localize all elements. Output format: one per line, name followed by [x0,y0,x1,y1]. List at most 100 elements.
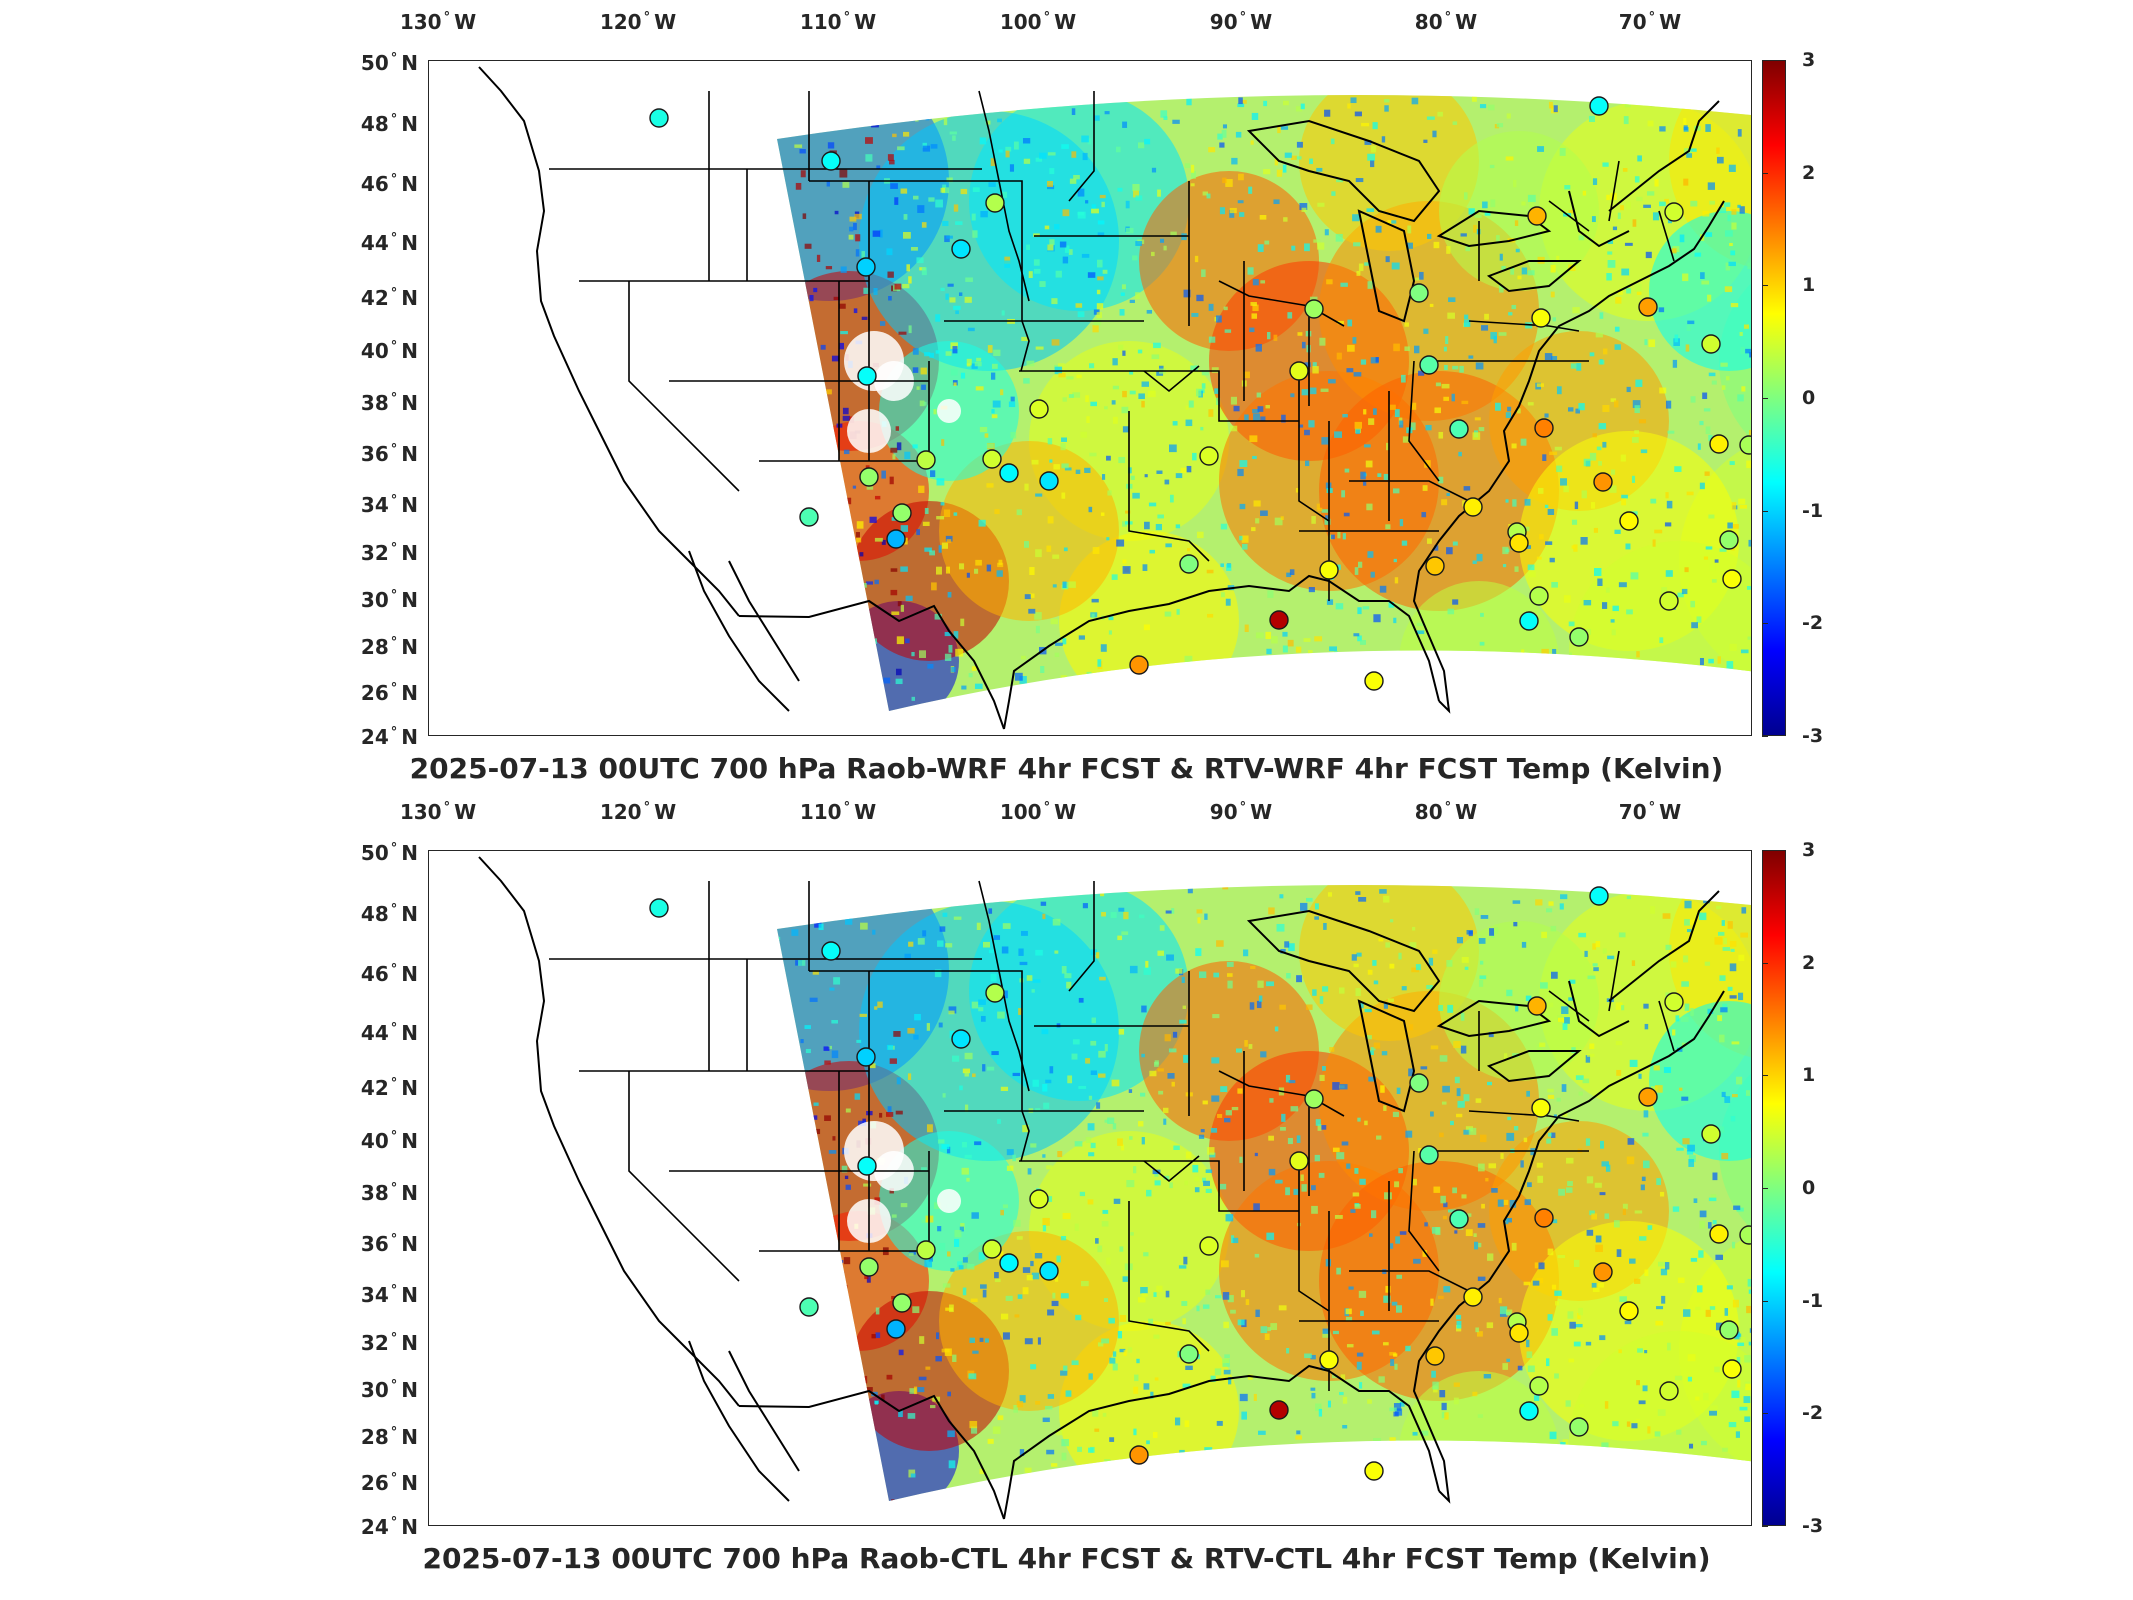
raob-station-marker [857,1156,877,1176]
latitude-label: 24 ° N [360,725,418,749]
raob-station-marker [886,529,906,549]
raob-station-marker [1269,1400,1289,1420]
raob-station-marker [1569,1417,1589,1437]
raob-station-marker [1531,1098,1551,1118]
raob-station-marker [982,449,1002,469]
longitude-label: 80 ° W [1414,800,1478,824]
longitude-label: 70 ° W [1618,10,1682,34]
raob-station-marker [1199,446,1219,466]
latitude-label: 38 ° N [360,391,418,415]
map-frame [428,60,1752,736]
raob-stations [649,886,1751,1481]
raob-station-marker [916,1240,936,1260]
colorbar-tick-label: 2 [1802,951,1816,974]
raob-station-marker [1129,1445,1149,1465]
raob-station-marker [1527,996,1547,1016]
raob-station-marker [1739,435,1751,455]
raob-station-marker [1039,471,1059,491]
raob-station-marker [951,239,971,259]
raob-station-marker [856,1047,876,1067]
raob-station-marker [856,257,876,277]
panel-title: 2025-07-13 00UTC 700 hPa Raob-WRF 4hr FC… [409,752,1724,785]
raob-station-marker [1709,434,1729,454]
longitude-label: 100 ° W [999,10,1077,34]
raob-station-marker [1701,334,1721,354]
longitude-label: 110 ° W [799,10,877,34]
colorbar-tick-label: 3 [1802,49,1816,71]
colorbar-tick-label: 1 [1802,1064,1816,1087]
raob-station-marker [1039,1261,1059,1281]
longitude-label: 120 ° W [599,10,677,34]
raob-station-marker [1593,1262,1613,1282]
raob-station-marker [1463,497,1483,517]
raob-station-marker [1534,418,1554,438]
raob-station-marker [821,151,841,171]
raob-station-marker [1319,560,1339,580]
raob-station-marker [1449,419,1469,439]
raob-station-marker [1659,591,1679,611]
raob-station-marker [1722,569,1742,589]
colorbar-tick-mark [1762,962,1768,964]
colorbar-tick-mark [1762,1300,1768,1302]
colorbar-tick-mark [1762,1075,1768,1077]
raob-station-marker [1425,556,1445,576]
raob-station-marker [1269,610,1289,630]
colorbar-tick-mark [1762,285,1768,287]
longitude-label: 110 ° W [799,800,877,824]
raob-station-marker [649,108,669,128]
raob-station-marker [1419,355,1439,375]
raob-station-marker [1419,1145,1439,1165]
colorbar-tick-mark [1762,398,1768,399]
latitude-label: 30 ° N [360,1378,418,1402]
colorbar-tick-label: 1 [1802,274,1816,297]
raob-station-marker [1719,530,1739,550]
raob-station-marker [982,1239,1002,1259]
map-panel-1: 130 ° W 120 ° W 110 ° W 100 ° W 90 ° W 80 ° W 70 ° W 50 ° N 48 °… [0,0,2133,790]
colorbar-tick-label: -3 [1802,1515,1824,1537]
longitude-label: 100 ° W [999,800,1077,824]
colorbar-tick-label: -1 [1802,1289,1824,1312]
latitude-label: 30 ° N [360,588,418,612]
raob-station-marker [1319,1350,1339,1370]
latitude-label: 46 ° N [360,172,418,196]
forecast-field [777,885,1751,1501]
colorbar-tick-label: -2 [1802,1402,1824,1425]
raob-station-marker [821,941,841,961]
raob-station-marker [985,983,1005,1003]
latitude-label: 32 ° N [360,1331,418,1355]
raob-station-marker [985,193,1005,213]
raob-station-marker [1619,1301,1639,1321]
colorbar-tick-label: 0 [1802,1177,1816,1199]
longitude-label: 80 ° W [1414,10,1478,34]
raob-station-marker [1509,1323,1529,1343]
latitude-label: 40 ° N [360,339,418,363]
colorbar-tick-label: 0 [1802,387,1816,409]
raob-station-marker [1739,1225,1751,1245]
raob-station-marker [1569,627,1589,647]
colorbar-tick-mark [1762,172,1768,174]
colorbar-tick-mark [1762,736,1768,737]
latitude-label: 44 ° N [360,1021,418,1045]
longitude-label: 90 ° W [1209,10,1273,34]
raob-station-marker [1364,671,1384,691]
raob-station-marker [1519,611,1539,631]
raob-station-marker [1589,96,1609,116]
latitude-label: 50 ° N [360,841,418,865]
raob-station-marker [1638,297,1658,317]
map-frame [428,850,1752,1526]
raob-station-marker [892,1293,912,1313]
colorbar-tick-mark [1762,623,1768,625]
raob-station-marker [1289,361,1309,381]
raob-station-marker [1179,554,1199,574]
raob-station-marker [1701,1124,1721,1144]
raob-station-marker [951,1029,971,1049]
raob-station-marker [1129,655,1149,675]
latitude-label: 46 ° N [360,962,418,986]
latitude-label: 38 ° N [360,1181,418,1205]
latitude-label: 34 ° N [360,493,418,517]
raob-station-marker [1529,586,1549,606]
colorbar-tick-label: 3 [1802,839,1816,861]
latitude-label: 32 ° N [360,541,418,565]
latitude-label: 36 ° N [360,1232,418,1256]
latitude-label: 26 ° N [360,681,418,705]
